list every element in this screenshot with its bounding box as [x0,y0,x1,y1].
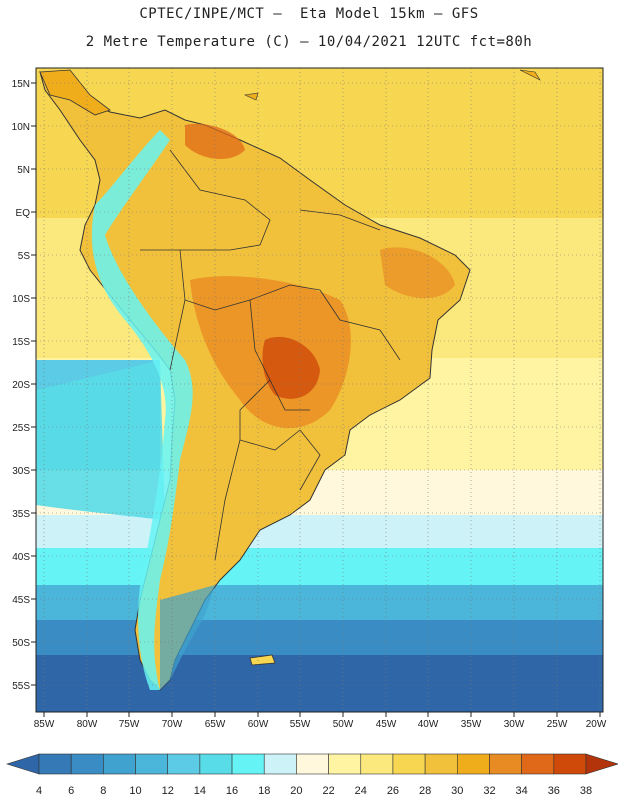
colorbar-label: 14 [194,785,206,797]
lat-label: 50S [12,638,30,649]
lat-label: 40S [12,552,30,563]
colorbar-label: 34 [516,785,528,797]
colorbar-labels: 4 6 8 10 12 14 16 18 20 22 24 26 28 30 32 34 36 38 [36,785,592,797]
colorbar-swatch [392,753,426,775]
lon-label: 75W [119,719,140,730]
lon-label: 20W [586,719,607,730]
colorbar-label: 16 [226,785,238,797]
graticule [36,68,603,712]
lat-label: 10S [12,294,30,305]
colorbar-swatch [553,753,587,775]
lon-label: 80W [77,719,98,730]
colorbar-label: 22 [322,785,334,797]
colorbar-swatch [70,753,104,775]
colorbar-arrow-low [5,753,40,775]
lon-label: 70W [162,719,183,730]
lon-label: 50W [333,719,354,730]
ocean-band-cold-4 [36,655,603,712]
lat-label: EQ [16,208,31,219]
lon-label: 40W [418,719,439,730]
lon-label: 85W [34,719,55,730]
colorbar-label: 10 [129,785,141,797]
lon-label: 25W [547,719,568,730]
lon-label: 45W [376,719,397,730]
colorbar-swatch [199,753,233,775]
patagonia-cool [160,585,215,690]
colorbar-label: 20 [290,785,302,797]
colorbar-swatch [167,753,201,775]
northeast-heat [380,247,455,299]
colorbar-swatch [231,753,265,775]
colorbar-swatch [135,753,169,775]
falklands [249,654,276,666]
colorbar-label: 24 [355,785,367,797]
lat-label: 35S [12,509,30,520]
lat-label: 5N [17,165,30,176]
lon-label: 55W [290,719,311,730]
colorbar-swatch [521,753,555,775]
colorbar-label: 32 [483,785,495,797]
lat-label: 15S [12,337,30,348]
map-title: CPTEC/INPE/MCT – Eta Model 15km – GFS [139,6,479,22]
colorbar-swatch [424,753,458,775]
lat-axis [31,82,36,686]
lat-label: 25S [12,423,30,434]
lat-label: 10N [12,122,30,133]
lat-label: 20S [12,380,30,391]
hottest-core-region [262,336,320,399]
ocean-band-cold-2 [36,585,603,620]
map-subtitle: 2 Metre Temperature (C) – 10/04/2021 12U… [85,34,533,50]
country-borders [140,149,401,561]
colorbar [5,753,618,775]
colorbar-label: 6 [68,785,74,797]
lon-label: 30W [504,719,525,730]
lat-label: 45S [12,595,30,606]
colorbar-label: 28 [419,785,431,797]
map-plot-area [36,68,603,712]
colorbar-swatch [296,753,329,775]
central-america [39,69,111,116]
colorbar-swatch [103,753,136,775]
colorbar-swatch [328,753,362,775]
caribbean-islands [243,69,541,101]
colorbar-swatch [489,753,522,775]
colorbar-swatch [263,753,297,775]
colorbar-label: 26 [387,785,399,797]
colorbar-label: 36 [548,785,560,797]
ocean-band-cold-1 [36,548,603,585]
colorbar-label: 38 [580,785,592,797]
colorbar-label: 18 [258,785,270,797]
colorbar-label: 12 [162,785,174,797]
lon-label: 65W [205,719,226,730]
lon-label: 60W [248,719,269,730]
lon-axis [43,712,601,717]
colorbar-label: 30 [451,785,463,797]
lat-label: 30S [12,466,30,477]
lat-label: 55S [12,681,30,692]
pacific-cold-tongue [36,360,165,520]
colorbar-arrow-high [585,753,618,775]
lon-label: 35W [461,719,482,730]
colorbar-label: 8 [100,785,106,797]
colorbar-swatch [456,753,490,775]
ocean-band-mild [36,515,603,548]
colorbar-swatch [360,753,394,775]
map-frame [35,67,604,713]
lat-label: 15N [12,79,30,90]
andes-cold-strip [91,130,193,690]
venezuela-heat [185,123,245,160]
lat-label: 5S [18,251,31,262]
ocean-band-cold-3 [36,620,603,655]
colorbar-swatch [38,753,72,775]
colorbar-label: 4 [36,785,42,797]
